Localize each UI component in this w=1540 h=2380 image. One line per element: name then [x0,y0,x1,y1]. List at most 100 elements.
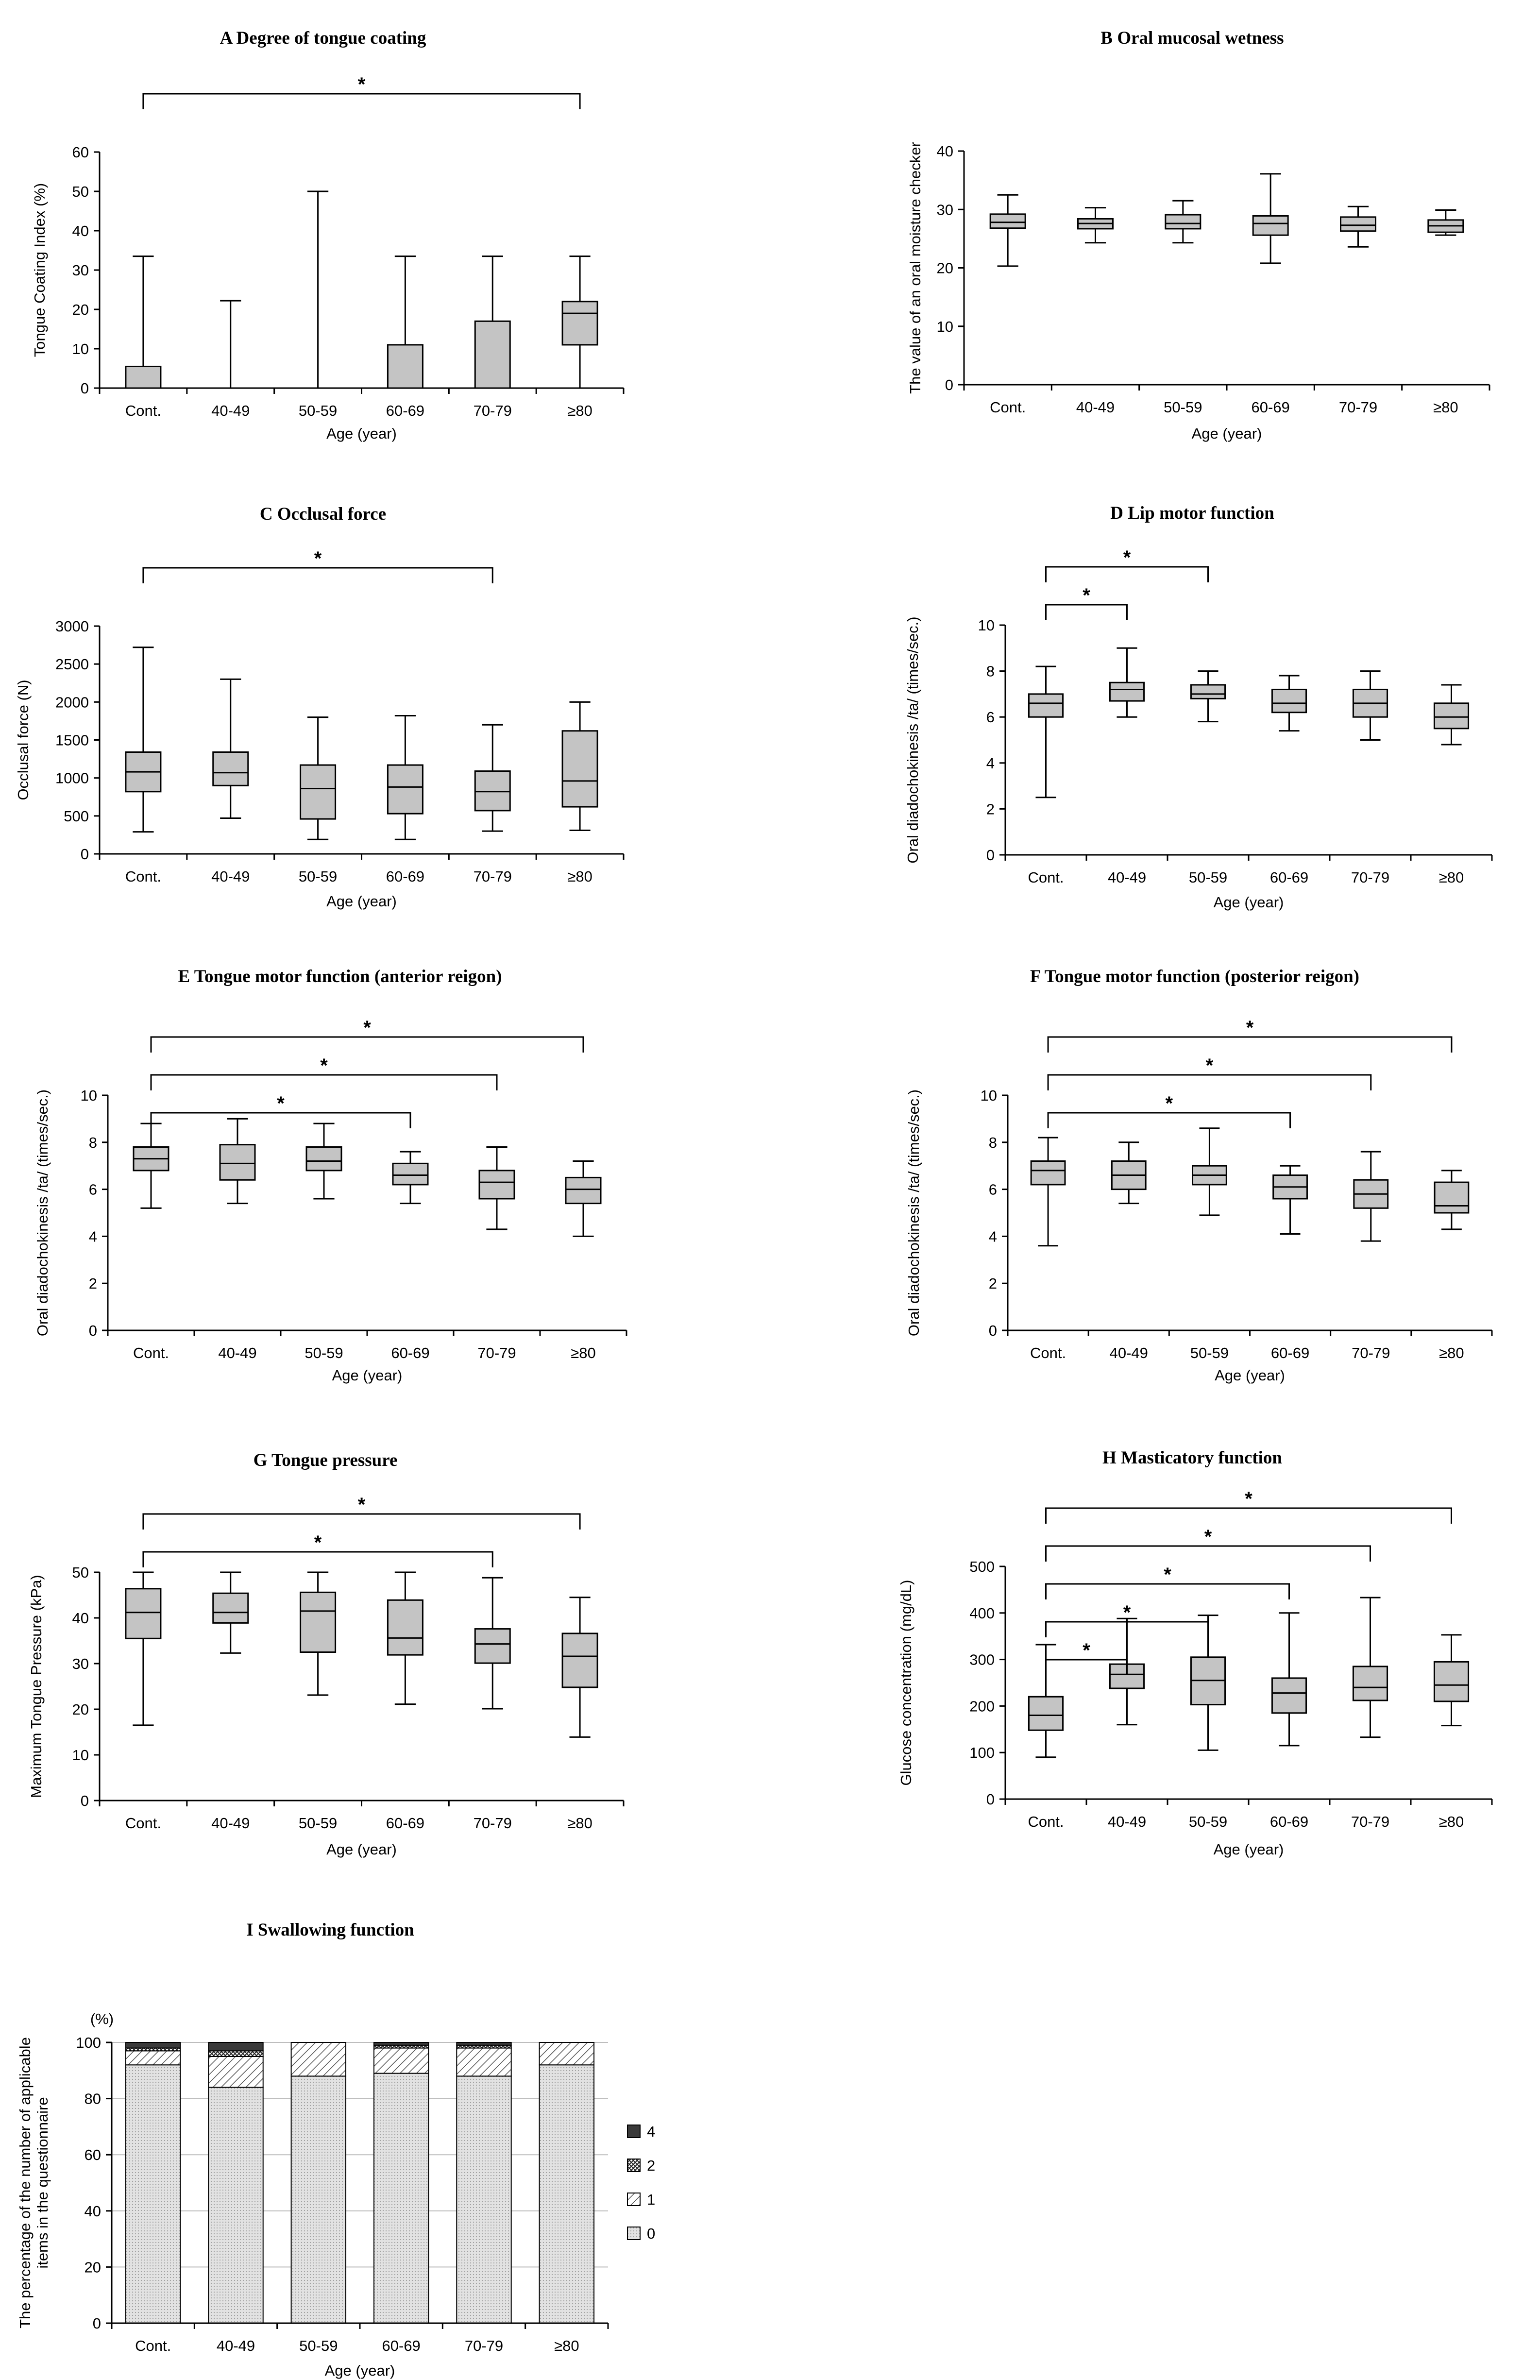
significance-star: * [363,1017,371,1038]
box-60-69 [1252,173,1289,264]
y-tick-label: 10 [72,340,89,357]
box-40-49 [1109,647,1145,718]
box-iqr [1028,693,1064,718]
box-≥80 [561,1597,598,1738]
y-tick-label: 10 [978,617,995,634]
box-iqr [561,301,598,346]
bar-segment-1 [373,2047,429,2074]
x-tick-label: ≥80 [567,868,592,885]
bracket-line [1045,1583,1290,1599]
box-iqr [1433,702,1470,730]
bar-segment-1 [456,2047,512,2077]
x-tick-label: 50-59 [1189,869,1227,886]
box-iqr [1434,1181,1470,1214]
y-axis-label: The percentage of the number of applicab… [17,2037,51,2329]
y-tick-label: 30 [72,1655,89,1672]
y-tick-label: 4 [89,1228,97,1245]
legend-label-1: 1 [647,2191,655,2208]
x-tick-label: 40-49 [218,1344,256,1361]
x-tick-label: Cont. [990,399,1026,416]
bar-segment-1 [125,2050,181,2066]
y-tick-label: 4 [986,755,995,772]
bar-segment-4 [125,2042,181,2049]
y-tick-label: 0 [89,1322,97,1339]
y-tick-label: 4 [989,1228,997,1245]
box-iqr [565,1176,602,1205]
x-tick-label: 60-69 [382,2337,421,2354]
y-tick-label: 500 [969,1558,995,1575]
y-tick-label: 3000 [55,618,89,635]
y-tick-label: 0 [945,376,953,393]
box-iqr [1252,215,1289,236]
chart-title: B Oral mucosal wetness [1100,28,1284,48]
x-tick-label: 40-49 [211,402,250,419]
bar-segment-0 [290,2075,347,2324]
significance-bracket: * [1045,585,1128,620]
x-tick-label: 40-49 [211,1815,250,1832]
y-tick-label: 2000 [55,694,89,711]
y-tick-label: 1500 [55,732,89,749]
x-tick-label: Cont. [125,402,161,419]
box-50-59 [1190,1615,1226,1751]
x-tick-label: 60-69 [386,868,424,885]
panel-H: H Masticatory function 0 100 200 300 400 500 Co… [897,1448,1493,1858]
chart-title: E Tongue motor function (anterior reigon… [178,967,502,986]
x-tick-label: ≥80 [1439,1813,1464,1830]
y-tick-label: 20 [85,2259,101,2276]
significance-star: * [314,1532,322,1553]
chart-title: A Degree of tongue coating [220,28,426,48]
y-tick-label: 2 [89,1275,97,1292]
box-Cont. [1030,1137,1066,1247]
y-tick-label: 8 [89,1134,97,1151]
y-tick-label: 40 [85,2203,101,2220]
bar-segment-0 [539,2064,595,2324]
y-tick-label: 100 [76,2034,101,2051]
x-axis-label: Age (year) [325,2362,395,2379]
y-tick-label: 2500 [55,656,89,673]
x-tick-label: 60-69 [1270,1813,1308,1830]
box-iqr [387,764,423,815]
box-≥80 [1434,1170,1470,1230]
x-tick-label: 60-69 [1252,399,1290,416]
box-50-59 [307,190,329,389]
significance-star: * [1206,1055,1214,1076]
box-iqr [387,344,423,389]
x-tick-label: 50-59 [1164,399,1202,416]
x-tick-label: 50-59 [299,402,337,419]
y-tick-label: 0 [986,1791,995,1808]
box-Cont. [125,646,162,833]
chart-title: H Masticatory function [1102,1448,1282,1468]
box-iqr [1028,1696,1064,1731]
x-tick-label: 60-69 [1270,869,1308,886]
box-iqr [1271,688,1307,714]
x-tick-label: 70-79 [477,1344,516,1361]
x-tick-label: 60-69 [391,1344,429,1361]
x-axis-label: Age (year) [1192,425,1262,442]
x-tick-label: 40-49 [217,2337,255,2354]
box-70-79 [1352,670,1388,741]
x-tick-label: 40-49 [1110,1344,1148,1361]
box-iqr [1030,1160,1066,1186]
box-50-59 [300,716,337,840]
significance-bracket: * [150,1093,411,1128]
box-iqr [1340,216,1376,232]
significance-bracket: * [1045,1640,1128,1675]
box-70-79 [474,724,511,832]
y-axis-label: Tongue Coating Index (%) [31,183,48,357]
x-tick-label: ≥80 [567,402,592,419]
y-tick-label: 0 [81,380,89,397]
bar-segment-1 [208,2056,264,2088]
bracket-line [1045,1621,1209,1637]
x-tick-label: 50-59 [1189,1813,1227,1830]
bracket-line [150,1036,584,1053]
bracket-line [1045,566,1209,582]
box-50-59 [1192,1127,1227,1216]
y-tick-label: 30 [72,262,89,279]
y-axis-label: Oral diadochokinesis /ta/ (times/sec.) [904,616,921,863]
y-tick-label: 10 [937,318,953,335]
panel-C: C Occlusal force 0 500 1000 1500 2000 2500 3000… [15,504,625,910]
bar-segment-1 [539,2042,595,2066]
bracket-line [1045,1659,1128,1675]
bar-segment-0 [208,2087,264,2324]
box-70-79 [1353,1151,1389,1242]
